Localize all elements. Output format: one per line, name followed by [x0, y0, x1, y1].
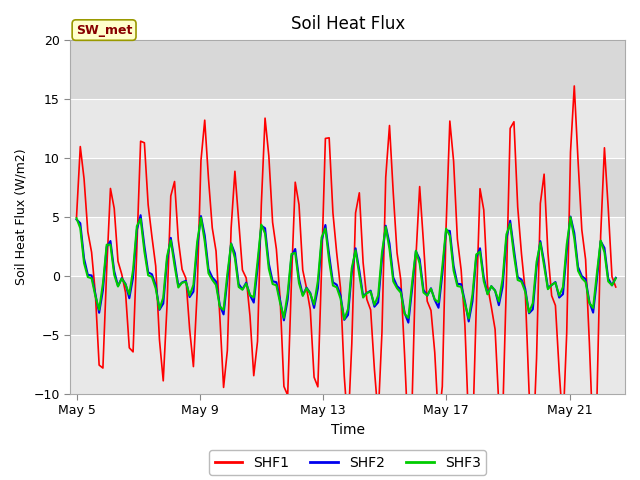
SHF1	[529, 451, 536, 456]
SHF2	[522, 286, 529, 292]
SHF3	[461, 300, 468, 306]
SHF1	[514, 204, 522, 210]
SHF1	[458, 267, 465, 273]
Title: Soil Heat Flux: Soil Heat Flux	[291, 15, 404, 33]
Bar	[70, 99, 625, 158]
SHF2	[243, 280, 250, 286]
Bar	[70, 276, 625, 335]
SHF2	[612, 275, 620, 281]
Y-axis label: Soil Heat Flux (W/m2): Soil Heat Flux (W/m2)	[15, 148, 28, 285]
SHF2	[73, 216, 81, 222]
SHF2	[156, 307, 163, 312]
Bar	[70, 158, 625, 217]
SHF3	[73, 216, 81, 221]
Text: SW_met: SW_met	[76, 24, 132, 36]
SHF2	[465, 319, 472, 324]
SHF1	[73, 215, 81, 220]
Line: SHF1: SHF1	[77, 86, 616, 454]
Bar	[70, 40, 625, 99]
SHF2	[404, 320, 412, 325]
SHF3	[612, 276, 620, 281]
SHF3	[518, 279, 525, 285]
SHF3	[340, 316, 348, 322]
Bar	[70, 335, 625, 394]
SHF1	[152, 263, 159, 269]
Legend: SHF1, SHF2, SHF3: SHF1, SHF2, SHF3	[209, 450, 486, 475]
Bar	[70, 217, 625, 276]
SHF3	[110, 272, 118, 278]
SHF2	[514, 275, 522, 280]
Line: SHF3: SHF3	[77, 217, 616, 319]
SHF1	[506, 125, 514, 131]
Line: SHF2: SHF2	[77, 215, 616, 323]
SHF2	[110, 268, 118, 274]
SHF1	[570, 83, 578, 89]
SHF1	[110, 205, 118, 211]
SHF2	[137, 212, 145, 218]
SHF3	[239, 287, 246, 293]
X-axis label: Time: Time	[331, 422, 365, 437]
SHF1	[612, 284, 620, 290]
SHF3	[152, 286, 159, 291]
SHF3	[566, 215, 574, 220]
SHF3	[510, 252, 518, 258]
SHF1	[239, 267, 246, 273]
